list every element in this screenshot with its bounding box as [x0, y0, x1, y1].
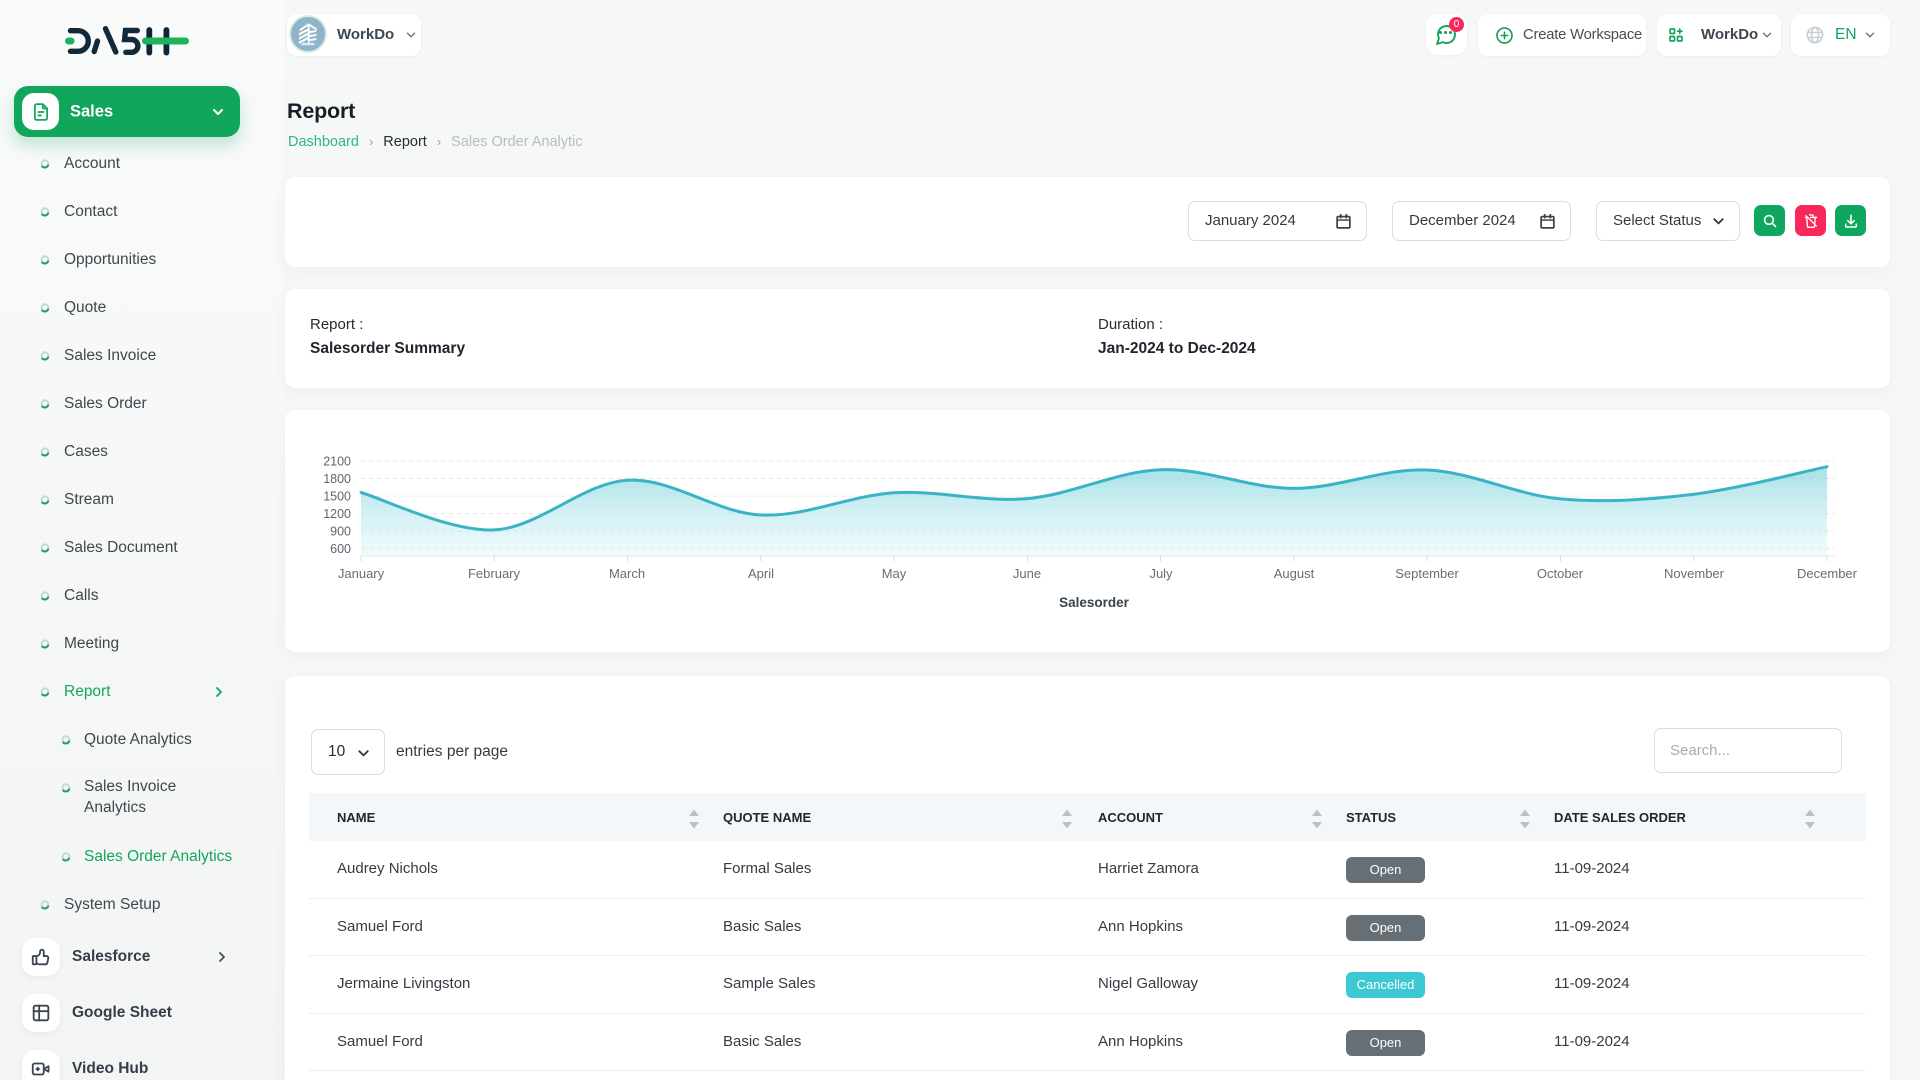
svg-text:1500: 1500: [323, 490, 351, 504]
svg-text:March: March: [609, 566, 645, 581]
svg-text:2100: 2100: [323, 455, 351, 469]
svg-text:1800: 1800: [323, 472, 351, 486]
svg-text:February: February: [468, 566, 521, 581]
svg-text:600: 600: [330, 542, 351, 556]
svg-text:Salesorder: Salesorder: [1059, 595, 1130, 610]
svg-text:January: January: [338, 566, 385, 581]
svg-text:November: November: [1664, 566, 1725, 581]
svg-text:September: September: [1395, 566, 1459, 581]
svg-text:900: 900: [330, 525, 351, 539]
svg-text:1200: 1200: [323, 507, 351, 521]
svg-text:April: April: [748, 566, 774, 581]
svg-text:May: May: [882, 566, 907, 581]
svg-text:October: October: [1537, 566, 1584, 581]
svg-text:December: December: [1797, 566, 1858, 581]
svg-text:August: August: [1274, 566, 1315, 581]
svg-text:July: July: [1149, 566, 1173, 581]
svg-text:June: June: [1013, 566, 1041, 581]
